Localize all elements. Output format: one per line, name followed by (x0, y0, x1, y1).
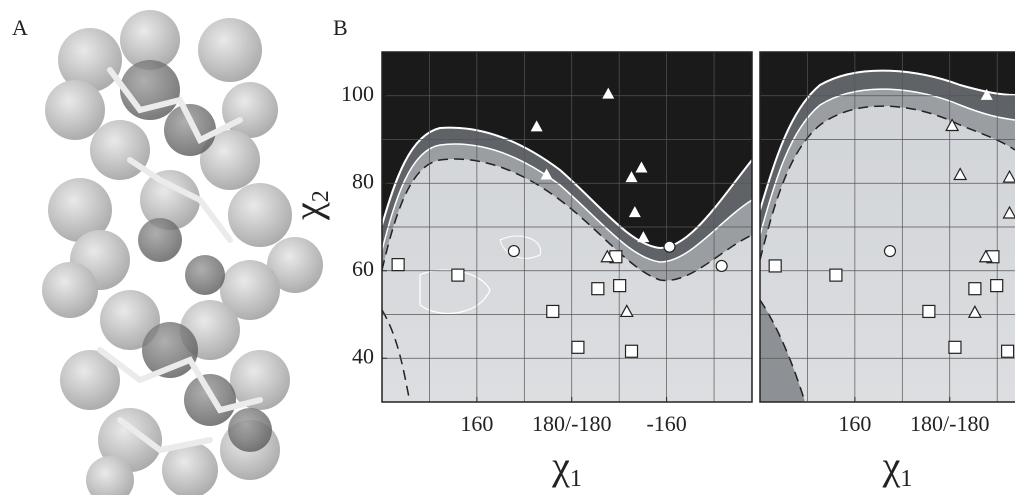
axis-symbol: χ (882, 443, 901, 488)
square-marker (452, 269, 464, 281)
square-marker (769, 260, 781, 272)
circle-marker (664, 241, 675, 252)
axis-label: χ1 (882, 443, 913, 491)
y-tick-label: 40 (352, 343, 374, 368)
x-tick-label: 180/-180 (532, 411, 611, 436)
square-marker (991, 280, 1003, 292)
square-marker (626, 345, 638, 357)
x-tick-label: 180/-180 (910, 411, 989, 436)
x-tick-label: -160 (646, 411, 686, 436)
circle-marker (716, 260, 727, 271)
axis-subscript: 2 (308, 190, 334, 202)
y-tick-label: 60 (352, 256, 374, 281)
x-tick-label: 160 (838, 411, 871, 436)
axis-symbol: χ (285, 202, 330, 221)
axis-symbol: χ (551, 443, 570, 488)
square-marker (392, 259, 404, 271)
figure: A B 160180/-180-160406080100χ1χ2160180/-… (0, 0, 1015, 495)
circle-marker (508, 246, 519, 257)
square-marker (614, 280, 626, 292)
axis-subscript: 1 (570, 466, 582, 492)
axis-label: χ1 (551, 443, 582, 491)
square-marker (969, 283, 981, 295)
square-marker (923, 305, 935, 317)
axis-subscript: 1 (900, 466, 912, 492)
panel-label: A (12, 15, 28, 40)
axis-label: χ2 (285, 190, 333, 221)
molecule-image (42, 10, 323, 495)
square-marker (1002, 345, 1014, 357)
y-tick-label: 80 (352, 168, 374, 193)
x-tick-label: 160 (460, 411, 493, 436)
square-marker (592, 283, 604, 295)
panel-label: B (333, 15, 348, 40)
square-marker (949, 341, 961, 353)
y-tick-label: 100 (341, 81, 374, 106)
square-marker (547, 305, 559, 317)
square-marker (572, 341, 584, 353)
square-marker (830, 269, 842, 281)
page: A B 160180/-180-160406080100χ1χ2160180/-… (0, 0, 1015, 495)
circle-marker (884, 246, 895, 257)
